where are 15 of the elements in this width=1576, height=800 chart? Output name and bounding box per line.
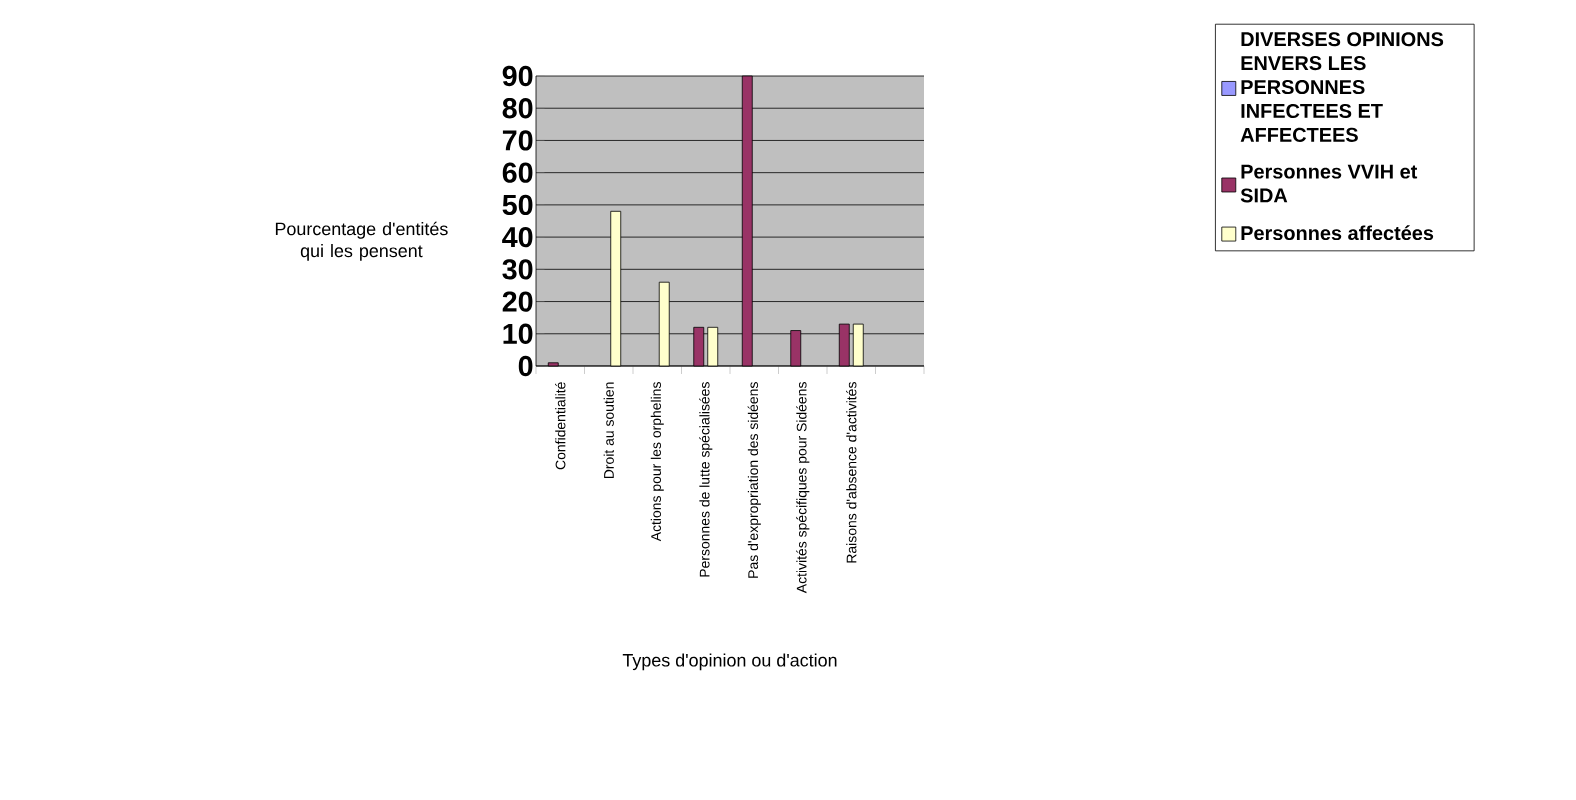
y-tick-label: 50 <box>502 194 533 216</box>
y-axis-title: Pourcentage d'entités qui les pensent <box>275 221 448 261</box>
legend-label: DIVERSES OPINIONS ENVERS LES PERSONNES INFECTEES ET AFFECTEES <box>1240 32 1444 142</box>
y-tick-label: 10 <box>503 323 533 344</box>
y-tick-label: 70 <box>502 130 533 151</box>
y-tick-label: 20 <box>502 291 533 312</box>
y-tick-label: 90 <box>502 65 533 87</box>
y-tick-label: 40 <box>502 226 533 248</box>
x-axis-title: Types d'opinion ou d'action <box>622 653 837 671</box>
y-tick-label: 80 <box>502 98 533 119</box>
legend-label: Personnes affectées <box>1241 225 1434 241</box>
legend-label: Personnes VVIH et SIDA <box>1240 164 1418 203</box>
y-tick-label: 0 <box>518 355 533 377</box>
y-tick-label: 30 <box>502 259 533 280</box>
y-tick-label: 60 <box>502 162 533 183</box>
